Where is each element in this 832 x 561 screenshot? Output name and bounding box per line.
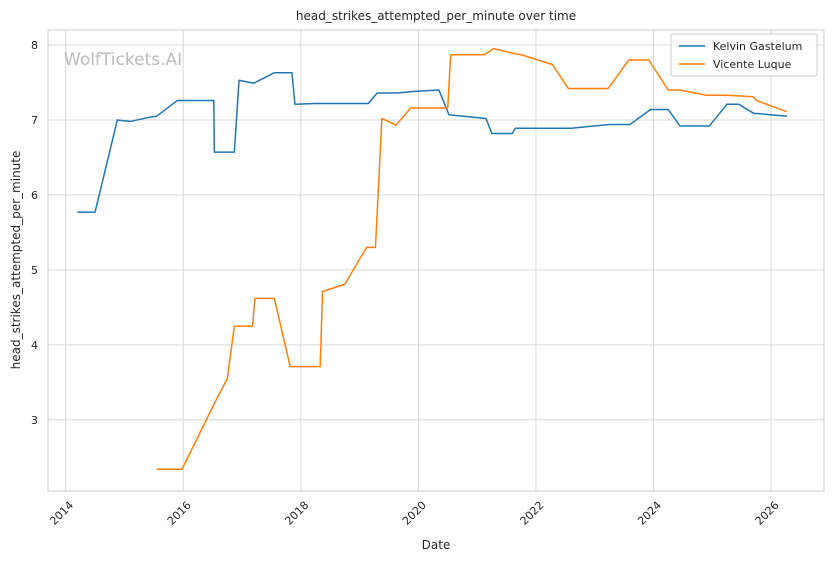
series-layer	[77, 47, 788, 471]
chart-title: head_strikes_attempted_per_minute over t…	[296, 9, 576, 23]
legend: Kelvin Gastelum Vicente Luque	[670, 33, 818, 77]
x-axis-title: Date	[422, 538, 451, 552]
y-axis-title: head_strikes_attempted_per_minute	[9, 151, 23, 370]
y-tick-label: 8	[31, 39, 38, 52]
x-grid	[65, 30, 772, 491]
legend-box	[670, 33, 818, 77]
y-tick-label: 4	[31, 339, 38, 352]
y-tick-label: 5	[31, 264, 38, 277]
y-tick-label: 7	[31, 114, 38, 127]
legend-label-vicente-luque: Vicente Luque	[713, 58, 792, 71]
legend-label-kelvin-gastelum: Kelvin Gastelum	[713, 40, 802, 53]
plot-area-border	[47, 29, 825, 492]
series-line-kelvin-gastelum	[77, 71, 788, 213]
y-tick-label: 6	[31, 189, 38, 202]
series-line-vicente-luque	[156, 47, 788, 471]
y-tick-label: 3	[31, 414, 38, 427]
y-axis-ticks: 3 4 5 6 7 8	[31, 39, 38, 427]
watermark: WolfTickets.AI	[64, 50, 182, 70]
